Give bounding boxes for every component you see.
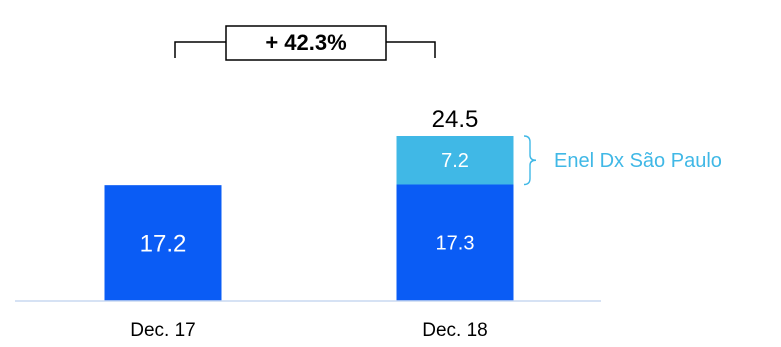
- growth-bracket-right-arm: [386, 41, 436, 58]
- growth-label: + 42.3%: [265, 30, 346, 55]
- growth-bracket-left-arm: [174, 41, 226, 58]
- growth-label-box: [225, 25, 387, 61]
- series-annotation: Enel Dx São Paulo: [523, 135, 722, 186]
- growth-bracket: + 42.3%: [174, 25, 436, 61]
- x-tick-label: Dec. 18: [422, 320, 487, 341]
- series-annotation-brace: [523, 135, 537, 186]
- bar-dec-18-series-1: [396, 184, 514, 301]
- total-label-dec-18: 24.5: [432, 106, 479, 133]
- data-label-dec-17-series-1: 17.2: [140, 230, 187, 257]
- x-axis-labels: Dec. 17 Dec. 18: [130, 320, 487, 341]
- data-label-dec-18-series-2: 7.2: [441, 150, 469, 172]
- x-tick-label: Dec. 17: [130, 320, 195, 341]
- bars: 17.2 17.3 7.2 24.5: [104, 106, 514, 301]
- series-annotation-label: Enel Dx São Paulo: [554, 150, 722, 172]
- bar-dec-17-series-1: [104, 185, 222, 301]
- data-label-dec-18-series-1: 17.3: [436, 233, 475, 255]
- bar-dec-18-series-2: [396, 136, 514, 185]
